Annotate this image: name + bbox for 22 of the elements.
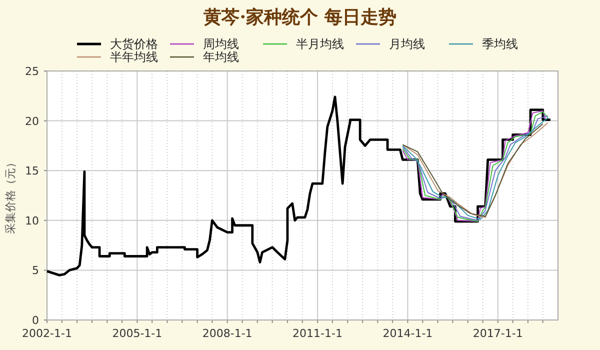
legend-label: 半月均线 xyxy=(296,37,344,51)
x-tick-label: 2005-1-1 xyxy=(112,327,162,340)
x-tick-label: 2011-1-1 xyxy=(292,327,342,340)
y-tick-label: 15 xyxy=(25,164,39,178)
legend-label: 半年均线 xyxy=(110,50,158,64)
legend-label: 周均线 xyxy=(203,37,239,51)
y-axis-title: 采集价格（元） xyxy=(4,157,17,234)
y-tick-label: 5 xyxy=(32,264,39,278)
x-tick-label: 2008-1-1 xyxy=(202,327,252,340)
y-tick-label: 10 xyxy=(25,214,39,228)
y-tick-label: 25 xyxy=(25,65,39,78)
legend-label: 月均线 xyxy=(389,37,425,51)
y-tick-label: 0 xyxy=(32,314,39,327)
legend-label: 年均线 xyxy=(203,50,239,64)
legend-label: 季均线 xyxy=(482,37,518,51)
legend-label: 大货价格 xyxy=(110,37,158,51)
y-tick-label: 20 xyxy=(25,114,39,128)
line-series xyxy=(46,96,552,276)
chart-title: 黄芩·家种统个 每日走势 xyxy=(202,7,396,28)
x-tick-label: 2014-1-1 xyxy=(382,327,433,340)
x-tick-label: 2002-1-1 xyxy=(22,327,72,340)
x-tick-label: 2017-1-1 xyxy=(472,327,523,340)
